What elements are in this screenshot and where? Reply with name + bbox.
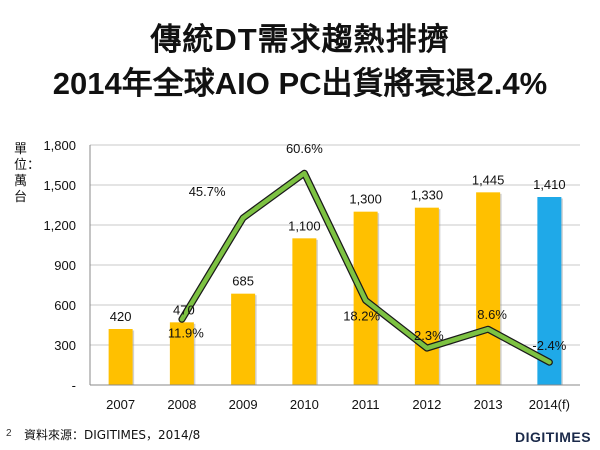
growth-label: -2.4% (532, 338, 566, 353)
x-tick-label: 2012 (412, 397, 441, 412)
x-tick-label: 2014(f) (529, 397, 570, 412)
y-tick-label: 1,500 (43, 178, 76, 193)
x-tick-label: 2011 (352, 397, 380, 412)
y-tick-label: 900 (54, 258, 76, 273)
axes: - 300 600 900 1,200 1,500 1,800 2007 2008 2009 201… (43, 138, 580, 412)
x-tick-label: 2010 (290, 397, 319, 412)
x-tick-label: 2007 (106, 397, 135, 412)
growth-label: 8.6% (477, 307, 507, 322)
y-tick-label: 1,800 (43, 138, 76, 153)
y-tick-label: 600 (54, 298, 76, 313)
bar-value-label: 1,445 (472, 172, 505, 187)
bar-value-label: 1,300 (349, 192, 382, 207)
brand-logo: DIGITIMES (515, 429, 592, 445)
x-tick-label: 2009 (229, 397, 258, 412)
growth-line (179, 170, 552, 365)
y-tick-label: 1,200 (43, 218, 76, 233)
growth-label: 60.6% (286, 141, 323, 156)
bar-2013 (476, 192, 501, 385)
bar-value-label: 420 (110, 309, 132, 324)
bar-2012 (414, 207, 439, 385)
chart-title-line2: 2014年全球AIO PC出貨將衰退2.4% (52, 66, 548, 101)
growth-label: 18.2% (343, 308, 380, 323)
bar-2008 (169, 322, 194, 385)
source-note: 資料來源：DIGITIMES，2014/8 (24, 428, 201, 442)
data-labels: 420 470 685 1,100 1,300 1,330 1,445 1,410 11.9% 4… (110, 141, 567, 353)
growth-label: 11.9% (168, 325, 204, 340)
bar-2009 (231, 293, 256, 385)
bar-value-label: 1,100 (288, 218, 321, 233)
x-tick-label: 2008 (167, 397, 196, 412)
bars (108, 192, 563, 385)
bar-value-label: 1,330 (411, 188, 444, 203)
x-tick-label: 2013 (474, 397, 503, 412)
growth-label: 45.7% (189, 184, 226, 199)
page-number: 2 (6, 428, 12, 439)
bar-2010 (292, 238, 317, 385)
y-tick-label: - (72, 378, 76, 393)
growth-line (178, 169, 553, 366)
bar-2007 (108, 329, 133, 385)
bar-2014(f) (537, 197, 562, 385)
chart-title-line1: 傳統DT需求趨熱排擠 (150, 22, 450, 57)
y-tick-label: 300 (54, 338, 76, 353)
bar-value-label: 470 (173, 302, 195, 317)
growth-label: 2.3% (414, 328, 444, 343)
bar-value-label: 1,410 (533, 177, 566, 192)
bar-value-label: 685 (232, 274, 254, 289)
